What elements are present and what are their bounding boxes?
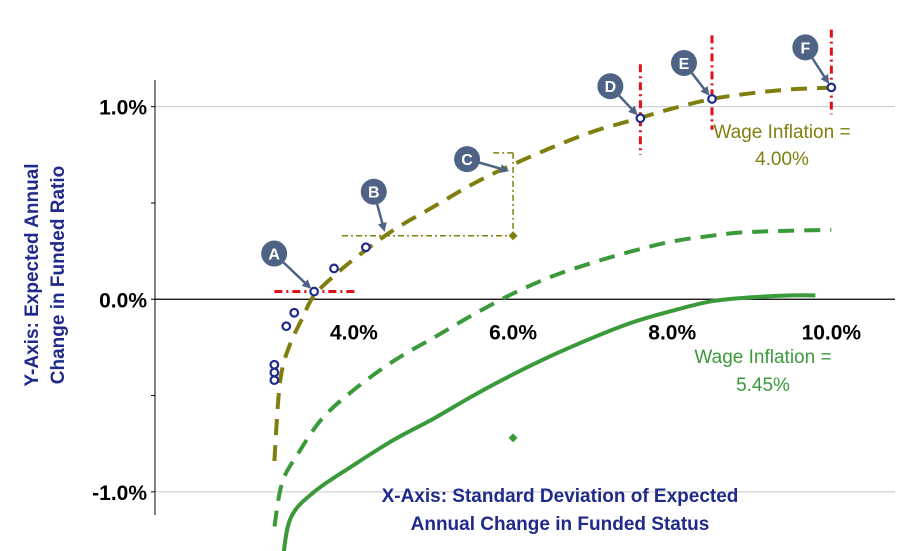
marker-letter-f: F [800,40,810,57]
marker-arrowhead-d [628,105,638,116]
series-lines [272,85,840,551]
marker-arrowhead-e [700,85,710,96]
letter-markers: A B C D E F [261,34,830,289]
marker-arrowhead-a [301,279,312,289]
portfolio-point [289,307,300,318]
marker-arrow-c [477,160,504,171]
portfolio-point [309,286,320,297]
x-tick-label: 10.0% [802,321,862,344]
series-label-line: Wage Inflation = [713,122,850,143]
marker-letter-d: D [605,79,617,96]
diamond-point [508,433,518,443]
axes: 1.0% 0.0% -1.0% 4.0% 6.0% 8.0% 10.0% [92,80,861,515]
portfolio-points [269,82,837,443]
marker-arrowhead-c [499,164,510,173]
portfolio-point [635,113,646,124]
y-axis-title: Change in Funded Ratio [48,166,69,385]
y-tick-label: 0.0% [99,289,147,312]
portfolio-point [269,359,280,370]
marker-letter-a: A [268,247,280,264]
portfolio-point [281,321,292,332]
diamond-point [508,231,518,241]
series-line-3 [281,293,816,551]
series-label-line: Wage Inflation = [694,347,831,368]
marker-arrow-a [281,260,308,286]
marker-letter-c: C [461,152,473,169]
marker-arrow-f [810,55,827,80]
series-label-line: 5.45% [736,375,790,396]
portfolio-point [707,94,717,104]
portfolio-point [269,375,280,386]
marker-arrowhead-b [377,221,387,232]
marker-arrow-d [616,93,635,112]
portfolio-point [826,82,837,93]
x-tick-label: 6.0% [489,321,537,344]
marker-badge-d [597,73,624,100]
y-axis-title: Y-Axis: Expected Annual [22,163,43,386]
marker-letter-e: E [679,56,690,73]
marker-badge-b [360,178,387,205]
y-tick-label: -1.0% [92,482,147,505]
marker-badge-f [792,34,819,61]
series-label-line: 4.00% [755,149,809,170]
y-tick-label: 1.0% [99,97,147,120]
x-axis-title: X-Axis: Standard Deviation of Expected [382,486,739,507]
x-axis-title: Annual Change in Funded Status [411,514,710,535]
x-tick-label: 8.0% [648,321,696,344]
marker-arrow-b [375,201,385,227]
chart-text: Wage Inflation = 4.00% Wage Inflation = 5.4… [22,122,851,535]
guide-lines [274,29,833,294]
marker-badge-a [261,240,288,267]
marker-letter-b: B [368,185,380,202]
marker-badge-e [670,49,697,76]
marker-arrowhead-f [820,74,830,85]
x-tick-label: 4.0% [330,321,378,344]
portfolio-point [329,263,339,274]
marker-badge-c [454,146,481,173]
series-line-1 [272,85,840,462]
portfolio-point [269,367,280,378]
portfolio-point [360,242,371,253]
marker-arrow-e [689,70,707,92]
